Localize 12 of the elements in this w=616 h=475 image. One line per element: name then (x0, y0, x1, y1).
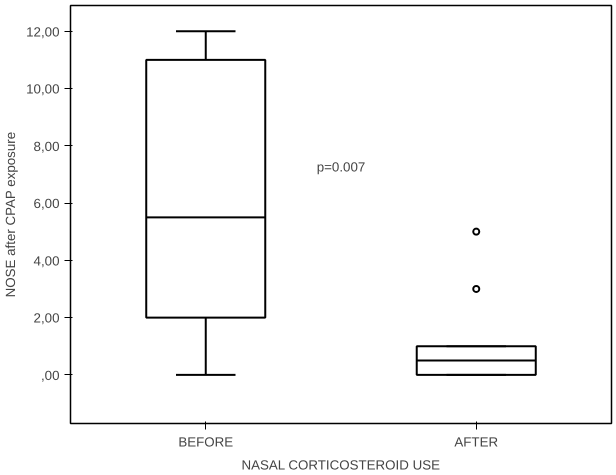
y-tick-label: 8,00 (34, 138, 60, 154)
x-axis-title: NASAL CORTICOSTEROID USE (242, 458, 440, 472)
y-tick-label: 4,00 (34, 253, 60, 268)
annotation: p=0.007 (316, 159, 366, 174)
y-tick-label: 6,00 (34, 196, 60, 212)
x-tick-label: BEFORE (178, 434, 234, 450)
y-tick-label: 10,00 (26, 82, 60, 97)
y-tick-label: ,00 (40, 368, 60, 383)
x-tick-label: AFTER (454, 434, 498, 450)
y-tick-label: 12,00 (26, 24, 60, 40)
y-tick-label: 2,00 (34, 310, 60, 326)
y-axis-title: NOSE after CPAP exposure (3, 132, 18, 298)
